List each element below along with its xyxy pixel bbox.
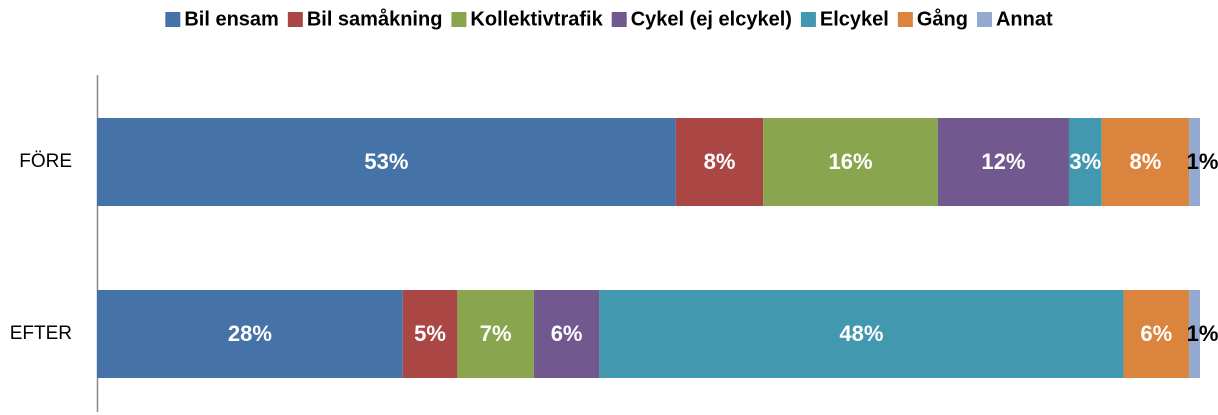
bar-segment	[1068, 118, 1102, 206]
bar-segment	[97, 118, 676, 206]
bar-segment	[763, 118, 938, 206]
bar-segment	[599, 290, 1124, 378]
bar-segment	[937, 118, 1069, 206]
legend-swatch	[976, 12, 992, 27]
value-label: 28%	[228, 321, 272, 346]
value-label: 6%	[1140, 321, 1172, 346]
legend-swatch	[611, 12, 627, 27]
bar-segment	[1123, 290, 1190, 378]
value-label: 7%	[480, 321, 512, 346]
bar-segment	[533, 290, 600, 378]
legend-label: Gång	[917, 7, 968, 30]
value-label: 48%	[839, 321, 883, 346]
bar-segment	[1189, 118, 1200, 206]
legend-label: Bil ensam	[184, 8, 278, 30]
legend-swatch	[287, 12, 303, 27]
bar-segment	[402, 290, 458, 378]
bar-segment	[457, 290, 534, 378]
legend-swatch	[451, 12, 467, 27]
legend-label: Kollektivtrafik	[470, 8, 603, 30]
value-label: 12%	[981, 149, 1025, 174]
bar-segment	[1189, 290, 1200, 378]
category-label: FÖRE	[19, 151, 72, 172]
value-label: 53%	[364, 149, 408, 174]
category-label: EFTER	[10, 323, 72, 344]
legend-label: Elcykel	[820, 8, 889, 30]
bar-segment	[97, 290, 403, 378]
bar-segment	[675, 118, 764, 206]
value-label: 1%	[1187, 321, 1218, 346]
legend-swatch	[800, 12, 816, 27]
value-label: 3%	[1069, 149, 1101, 174]
legend-label: Bil samåkning	[307, 7, 443, 30]
value-label: 8%	[1129, 149, 1161, 174]
value-label: 8%	[704, 149, 736, 174]
value-label: 16%	[829, 149, 873, 174]
bar-segment	[1101, 118, 1190, 206]
legend-label: Annat	[996, 8, 1053, 30]
legend-swatch	[897, 12, 913, 27]
value-label: 5%	[414, 321, 446, 346]
legend: Bil ensam Bil samåkning Kollektivtrafik Cyk…	[165, 7, 1053, 30]
legend-label: Cykel (ej elcykel)	[631, 8, 792, 30]
value-label: 6%	[551, 321, 583, 346]
legend-swatch	[165, 12, 181, 27]
value-label: 1%	[1187, 149, 1218, 174]
